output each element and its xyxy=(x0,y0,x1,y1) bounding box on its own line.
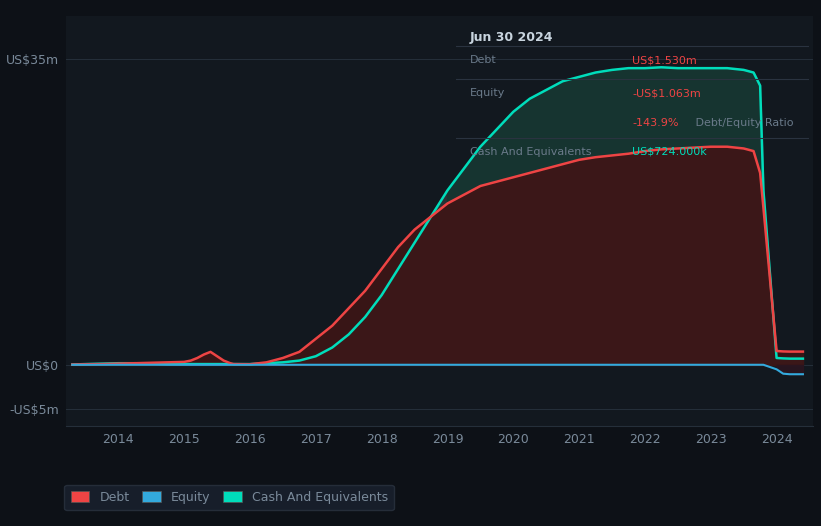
Text: Cash And Equivalents: Cash And Equivalents xyxy=(470,147,591,157)
Text: Jun 30 2024: Jun 30 2024 xyxy=(470,31,553,44)
Text: Equity: Equity xyxy=(470,88,505,98)
Text: -US$1.063m: -US$1.063m xyxy=(632,88,701,98)
Text: US$724.000k: US$724.000k xyxy=(632,147,707,157)
Legend: Debt, Equity, Cash And Equivalents: Debt, Equity, Cash And Equivalents xyxy=(65,484,394,510)
Text: Debt: Debt xyxy=(470,55,497,65)
Text: US$1.530m: US$1.530m xyxy=(632,55,697,65)
Text: Debt/Equity Ratio: Debt/Equity Ratio xyxy=(692,118,794,128)
Text: -143.9%: -143.9% xyxy=(632,118,679,128)
